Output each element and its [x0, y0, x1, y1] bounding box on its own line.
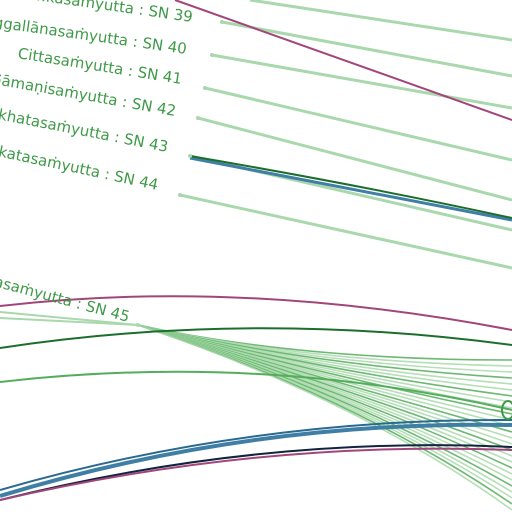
chord-navy-bottom: [0, 444, 512, 501]
chord-sn39: [221, 20, 512, 78]
fan-chord: [137, 324, 512, 511]
label-sn45: Maggasaṁyutta : SN 45: [0, 262, 132, 326]
fan-chord-left: [0, 317, 139, 326]
dot-sn39: [220, 20, 224, 24]
chords-blue: [0, 155, 512, 501]
chord-blue-bottom-1: [0, 422, 512, 498]
chord-knot: [501, 400, 512, 420]
chord-sn40: [211, 53, 512, 110]
chord-magenta-mid: [0, 295, 512, 331]
chords-light-green: [179, 0, 512, 270]
chord-darkgreen-top: [189, 155, 512, 219]
chords-magenta: [0, 0, 512, 501]
dot-sn44: [178, 193, 182, 197]
chord-blue-bottom-2: [0, 418, 512, 491]
anchor-dots: [136, 20, 224, 327]
dot-sn40: [210, 53, 214, 57]
chord-sn42: [197, 116, 512, 202]
chords-green-arcs: [0, 327, 512, 411]
chord-magenta-top: [174, 0, 512, 121]
chord-blue-top: [189, 156, 512, 222]
chord-magenta-bottom: [0, 447, 512, 501]
chord-sn44: [179, 193, 512, 270]
arc-dark-green: [0, 327, 512, 349]
fan-chord: [137, 324, 512, 427]
dot-sn42: [196, 116, 200, 120]
node-labels: …kasaṁyutta : SN 39 Moggallānasaṁyutta :…: [0, 0, 194, 326]
dot-sn43: [188, 154, 192, 158]
dot-sn41: [203, 86, 207, 90]
fan-chord: [137, 324, 512, 493]
chords-fan-sn45: [0, 311, 512, 511]
chord-sn41: [204, 86, 512, 162]
arc-mid-green: [0, 370, 512, 411]
chord-top: [249, 0, 512, 42]
dot-sn45: [136, 323, 140, 327]
knot-loop: [501, 400, 512, 420]
